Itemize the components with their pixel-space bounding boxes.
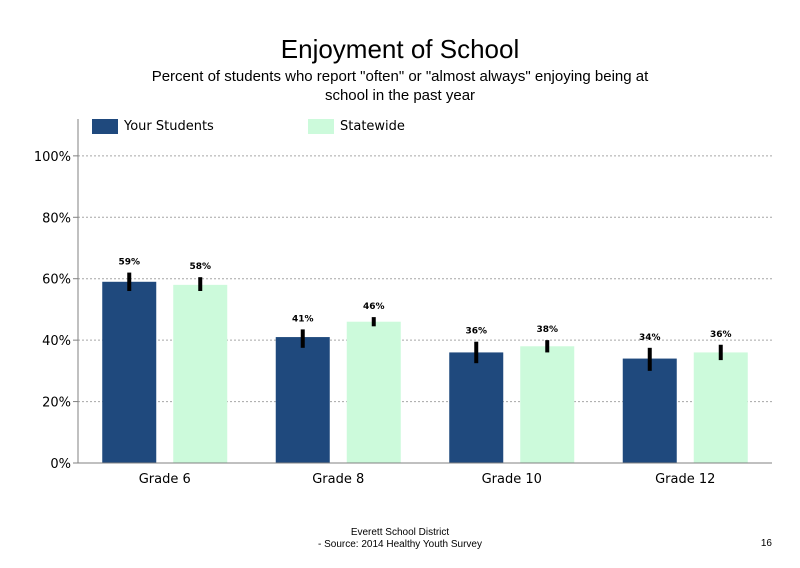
legend-label-your-students: Your Students [124, 119, 214, 134]
chart-title: Enjoyment of School [280, 34, 520, 64]
legend-label-statewide: Statewide [340, 119, 405, 134]
data-label: 58% [189, 262, 211, 272]
footer: Everett School District - Source: 2014 H… [250, 527, 550, 551]
data-label: 36% [465, 327, 487, 337]
data-label: 36% [710, 330, 732, 340]
bar-statewide [346, 321, 401, 463]
y-tick-label: 20% [42, 396, 71, 411]
bar-your-students [102, 281, 157, 463]
y-tick-label: 100% [34, 150, 71, 165]
page-number: 16 [760, 538, 772, 549]
data-label: 41% [292, 314, 314, 324]
data-label: 59% [118, 258, 140, 268]
chart-subtitle: Percent of students who report "often" o… [151, 68, 649, 104]
y-tick-label: 40% [42, 334, 71, 349]
y-tick-label: 0% [50, 457, 71, 472]
x-tick-label: Grade 12 [655, 472, 715, 487]
legend-item-your-students: Your Students [92, 119, 214, 134]
footer-district: Everett School District [350, 527, 450, 538]
bar-your-students [622, 358, 677, 463]
data-label: 34% [639, 333, 661, 343]
data-label: 38% [536, 325, 558, 335]
footer-source: - Source: 2014 Healthy Youth Survey [318, 539, 482, 550]
bar-statewide [520, 346, 575, 463]
bar-your-students [275, 337, 330, 463]
x-tick-label: Grade 6 [139, 472, 191, 487]
y-tick-label: 80% [42, 211, 71, 226]
bar-your-students [449, 352, 504, 463]
bar-statewide [173, 284, 228, 463]
bar-statewide [693, 352, 748, 463]
x-tick-label: Grade 10 [482, 472, 542, 487]
x-tick-label: Grade 8 [312, 472, 364, 487]
legend-item-statewide: Statewide [308, 119, 405, 134]
legend-swatch-statewide [308, 119, 334, 134]
legend-swatch-your-students [92, 119, 118, 134]
data-label: 46% [363, 302, 385, 312]
y-tick-label: 60% [42, 273, 71, 288]
